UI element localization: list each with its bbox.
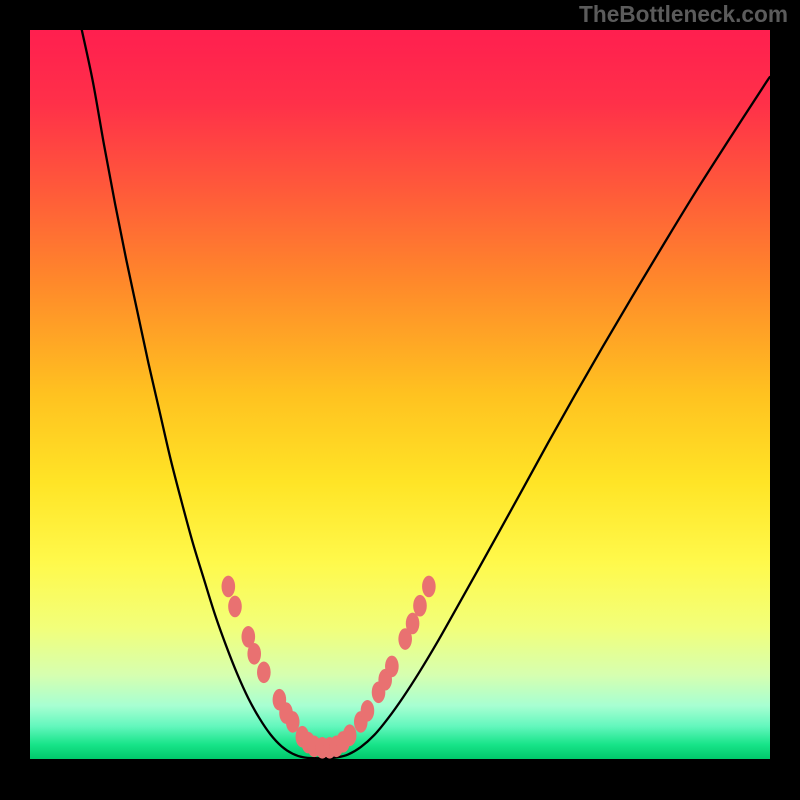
marker-point [247, 643, 261, 665]
watermark-text: TheBottleneck.com [579, 1, 788, 28]
marker-point [422, 576, 436, 598]
marker-point [413, 595, 427, 617]
marker-point [222, 576, 236, 598]
marker-point [343, 724, 357, 746]
chart-frame [0, 0, 800, 800]
marker-point [406, 613, 420, 635]
marker-point [257, 662, 271, 684]
marker-point [228, 596, 242, 618]
marker-point [361, 700, 375, 722]
marker-point [385, 656, 399, 678]
highlight-markers [30, 30, 770, 770]
plot-area [30, 30, 770, 770]
